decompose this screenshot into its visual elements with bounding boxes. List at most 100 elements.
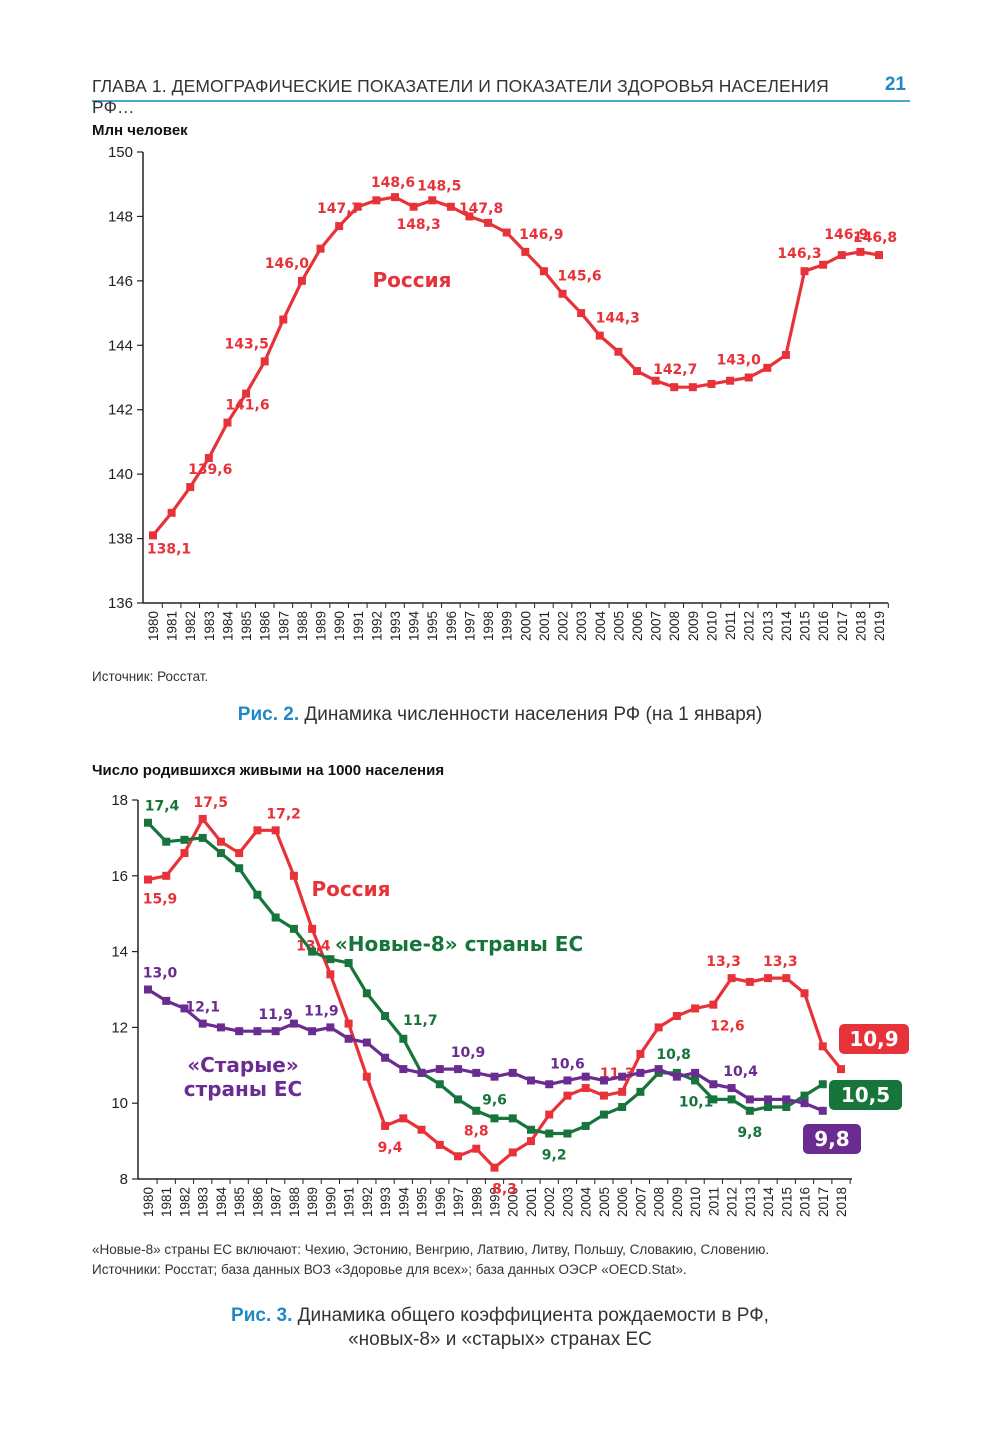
data-point [745,1095,754,1104]
data-point [837,251,846,260]
data-point [271,913,280,922]
series-name-label: Россия [373,268,452,292]
x-tick-label: 2006 [630,611,645,641]
data-point [727,1095,736,1104]
x-tick-label: 1999 [488,1187,503,1217]
x-tick-label: 1986 [258,611,273,641]
data-point [472,1144,481,1153]
x-tick-label: 1982 [177,1187,192,1217]
y-tick-label: 148 [108,208,133,225]
data-point [428,196,437,205]
data-point [235,1027,244,1036]
x-tick-label: 1992 [360,1187,375,1217]
y-tick-label: 144 [108,337,133,354]
data-point [709,1000,718,1009]
fig3-caption-line2: «новых-8» и «старых» странах ЕС [348,1329,652,1350]
fig2-y-axis-title: Млн человек [92,122,188,139]
x-tick-label: 2012 [725,1187,740,1217]
x-tick-label: 1991 [351,611,366,641]
data-label: 144,3 [596,311,640,327]
x-tick-label: 2002 [556,611,571,641]
x-tick-label: 2006 [615,1187,630,1217]
x-tick-label: 1983 [196,1187,211,1217]
data-point [819,260,828,269]
data-point [526,1125,535,1134]
x-tick-label: 2014 [761,1187,776,1218]
data-label: 142,7 [653,362,697,378]
series-line-0 [151,195,880,537]
x-tick-label: 1990 [323,1187,338,1217]
x-tick-label: 2011 [723,611,738,640]
data-point [636,1068,645,1077]
data-point [818,1080,827,1089]
data-point [764,1102,773,1111]
y-tick-label: 16 [111,868,128,885]
data-point [326,970,335,979]
data-point [271,826,280,835]
x-tick-label: 2010 [704,611,719,641]
x-tick-label: 1986 [250,1187,265,1217]
data-label: 13,0 [143,966,178,982]
data-label: 13,3 [763,954,798,970]
data-label: 143,0 [717,353,762,369]
data-point [253,1027,262,1036]
x-tick-label: 1980 [146,611,161,641]
data-label: 148,3 [396,217,440,233]
data-point [563,1129,572,1138]
data-point [563,1076,572,1085]
data-label: 17,4 [145,799,180,815]
data-point [672,1072,681,1081]
data-point [260,357,269,366]
data-point [709,1095,718,1104]
x-tick-label: 2001 [524,1187,539,1217]
fig3-note: «Новые-8» страны ЕС включают: Чехию, Эст… [92,1240,769,1280]
data-point [490,1072,499,1081]
data-point [508,1068,517,1077]
data-label: 11,9 [258,1007,293,1023]
data-label: 147,8 [459,201,503,217]
x-tick-label: 1998 [481,611,496,641]
data-label: 17,5 [193,795,228,811]
data-point [279,315,288,324]
data-point [614,347,623,356]
data-point [707,379,716,388]
data-point [435,1080,444,1089]
fig2-caption: Рис. 2. Динамика численности населения Р… [0,703,1000,727]
x-tick-label: 1989 [314,611,329,641]
x-tick-label: 1988 [287,1187,302,1217]
data-point [818,1042,827,1051]
data-point [782,1095,791,1104]
data-point [599,1091,608,1100]
x-tick-label: 2013 [743,1187,758,1217]
data-point [508,1148,517,1157]
x-tick-label: 2008 [652,1187,667,1217]
data-point [472,1106,481,1115]
data-point [595,331,604,340]
data-label: 10,4 [723,1064,758,1080]
data-label: 10,9 [451,1045,486,1061]
data-point [545,1080,554,1089]
x-tick-label: 1989 [305,1187,320,1217]
x-tick-label: 1993 [378,1187,393,1217]
fig3-caption-label: Рис. 3. [231,1305,293,1326]
x-tick-label: 2018 [834,1187,849,1217]
series-name-label: страны ЕС [184,1077,302,1101]
end-value-badge [829,1080,902,1110]
data-label: 146,0 [265,256,310,272]
x-tick-label: 1981 [165,611,180,641]
x-tick-label: 1987 [269,1187,284,1217]
data-point [837,1065,845,1074]
x-tick-label: 2010 [688,1187,703,1217]
x-tick-label: 1995 [415,1187,430,1217]
data-point [242,389,251,398]
data-point [633,367,641,376]
data-point [618,1072,627,1081]
data-point [654,1065,663,1074]
data-point [577,309,586,318]
x-tick-label: 1991 [342,1187,357,1217]
data-point [289,924,298,933]
data-label: 9,8 [737,1125,762,1141]
data-point [344,1034,353,1043]
data-label: 12,6 [710,1019,745,1035]
